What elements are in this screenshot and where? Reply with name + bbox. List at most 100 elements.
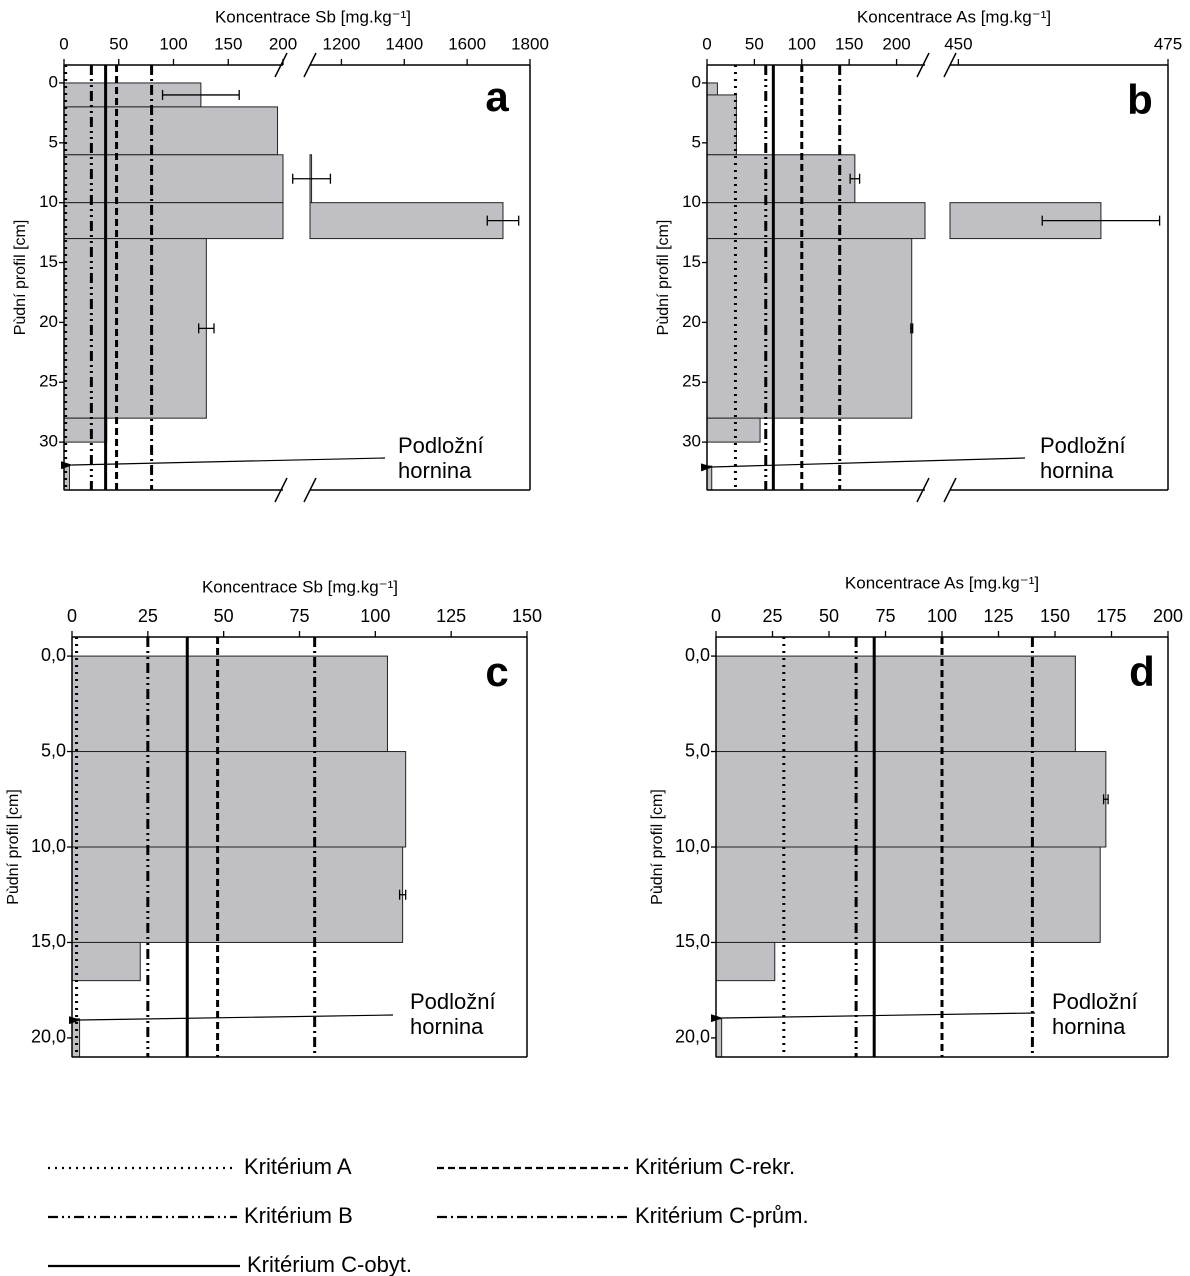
y-axis-title: Pùdní profil [cm]	[649, 789, 666, 905]
y-axis-title: Pùdní profil [cm]	[12, 220, 29, 336]
annotation-arrow	[700, 457, 1026, 472]
bar	[706, 154, 856, 204]
x-tick-label: 25	[762, 606, 782, 626]
y-tick-label: 15	[682, 252, 701, 271]
panel: 0 25 50 75 100 125 150 0,0 5,0 10,0 15,0 20,0 Koncen…	[5, 577, 542, 1058]
annotation-text: hornina	[398, 458, 472, 483]
y-tick-label: 20,0	[675, 1027, 710, 1047]
annotation-text: Podložní	[398, 433, 484, 458]
bar	[715, 655, 1076, 753]
axis-break	[274, 52, 288, 78]
annotation-text: hornina	[1040, 458, 1114, 483]
x-tick-label: 100	[360, 606, 390, 626]
x-tick-label: 50	[109, 34, 128, 53]
bar	[71, 751, 407, 848]
x-tick-label: 100	[788, 34, 816, 53]
y-tick-label: 20,0	[31, 1027, 66, 1047]
error-bar	[910, 323, 914, 334]
x-axis-title: Koncentrace Sb [mg.kg⁻¹]	[215, 7, 411, 26]
axis-break	[916, 52, 930, 78]
bar	[706, 202, 926, 240]
x-tick-label: 125	[436, 606, 466, 626]
annotation-arrow	[60, 457, 386, 470]
axis-break	[303, 52, 317, 78]
x-tick-label: 150	[835, 34, 863, 53]
y-tick-label: 25	[682, 372, 701, 391]
y-tick-label: 5	[692, 132, 701, 151]
error-bar	[849, 173, 861, 184]
x-tick-label: 475	[1154, 34, 1182, 53]
bar	[63, 238, 207, 419]
legend-label: Kritérium B	[244, 1203, 353, 1228]
legend-label: Kritérium A	[244, 1154, 352, 1179]
x-tick-label: 450	[944, 34, 972, 53]
error-bar	[486, 215, 520, 226]
x-tick-label: 50	[214, 606, 234, 626]
y-tick-label: 15,0	[675, 931, 710, 951]
error-bar	[292, 173, 332, 184]
y-tick-label: 25	[39, 372, 58, 391]
bar	[63, 154, 284, 204]
error-bar	[398, 889, 407, 900]
x-tick-label: 25	[138, 606, 158, 626]
axis-break	[916, 477, 930, 503]
bar	[706, 94, 737, 156]
x-tick-label: 0	[702, 34, 711, 53]
annotation-arrow	[68, 1014, 394, 1025]
axis-break	[943, 52, 957, 78]
x-tick-label: 175	[1096, 606, 1126, 626]
x-axis-title: Koncentrace As [mg.kg⁻¹]	[845, 573, 1039, 592]
error-bar	[161, 89, 240, 100]
bar	[71, 846, 404, 943]
panel: 0 50 100 150 200 450 475 0 5 10 15 20 25 30 Koncentrac…	[655, 7, 1182, 503]
error-bar	[1041, 215, 1161, 226]
x-tick-label: 75	[875, 606, 895, 626]
bar	[715, 1018, 723, 1058]
annotation-text: hornina	[410, 1014, 484, 1039]
y-tick-label: 30	[39, 432, 58, 451]
x-tick-label: 200	[882, 34, 910, 53]
x-tick-label: 0	[59, 34, 68, 53]
x-tick-label: 200	[1153, 606, 1183, 626]
axis-break	[303, 477, 317, 503]
x-tick-label: 100	[927, 606, 957, 626]
y-axis-title: Pùdní profil [cm]	[5, 789, 22, 905]
y-tick-label: 5,0	[685, 740, 710, 760]
panel-label: d	[1129, 648, 1155, 695]
annotation-text: Podložní	[410, 989, 496, 1014]
x-tick-label: 50	[745, 34, 764, 53]
bar	[715, 941, 776, 982]
x-axis-title: Koncentrace Sb [mg.kg⁻¹]	[202, 577, 398, 596]
error-bar	[1102, 794, 1109, 805]
legend-label: Kritérium C-prům.	[635, 1203, 809, 1228]
panel: 0 50 100 150 200 1200 1400 1600 1800 0 5 10 15 20 25 30…	[12, 7, 549, 503]
bar	[706, 417, 761, 443]
x-tick-label: 150	[512, 606, 542, 626]
x-tick-label: 50	[819, 606, 839, 626]
y-tick-label: 5	[49, 132, 58, 151]
y-tick-label: 0,0	[41, 645, 66, 665]
y-tick-label: 0	[692, 72, 701, 91]
bar	[715, 751, 1107, 848]
x-tick-label: 150	[1040, 606, 1070, 626]
panel-label: b	[1127, 76, 1153, 123]
y-tick-label: 15	[39, 252, 58, 271]
x-tick-label: 1200	[323, 34, 361, 53]
y-tick-label: 0	[49, 72, 58, 91]
axis-break	[274, 477, 288, 503]
x-tick-label: 0	[67, 606, 77, 626]
bar	[706, 82, 718, 96]
panel: 0 25 50 75 100 125 150 175 200 0,0 5,0 10,0 15,0 20,0…	[649, 573, 1183, 1058]
x-tick-label: 1400	[385, 34, 423, 53]
bar	[71, 655, 388, 753]
x-tick-label: 100	[159, 34, 187, 53]
y-tick-label: 0,0	[685, 645, 710, 665]
bar	[715, 846, 1101, 943]
x-tick-label: 75	[289, 606, 309, 626]
annotation-text: hornina	[1052, 1014, 1126, 1039]
x-tick-label: 1800	[511, 34, 549, 53]
y-tick-label: 20	[682, 312, 701, 331]
bar-broken-part	[309, 202, 504, 240]
